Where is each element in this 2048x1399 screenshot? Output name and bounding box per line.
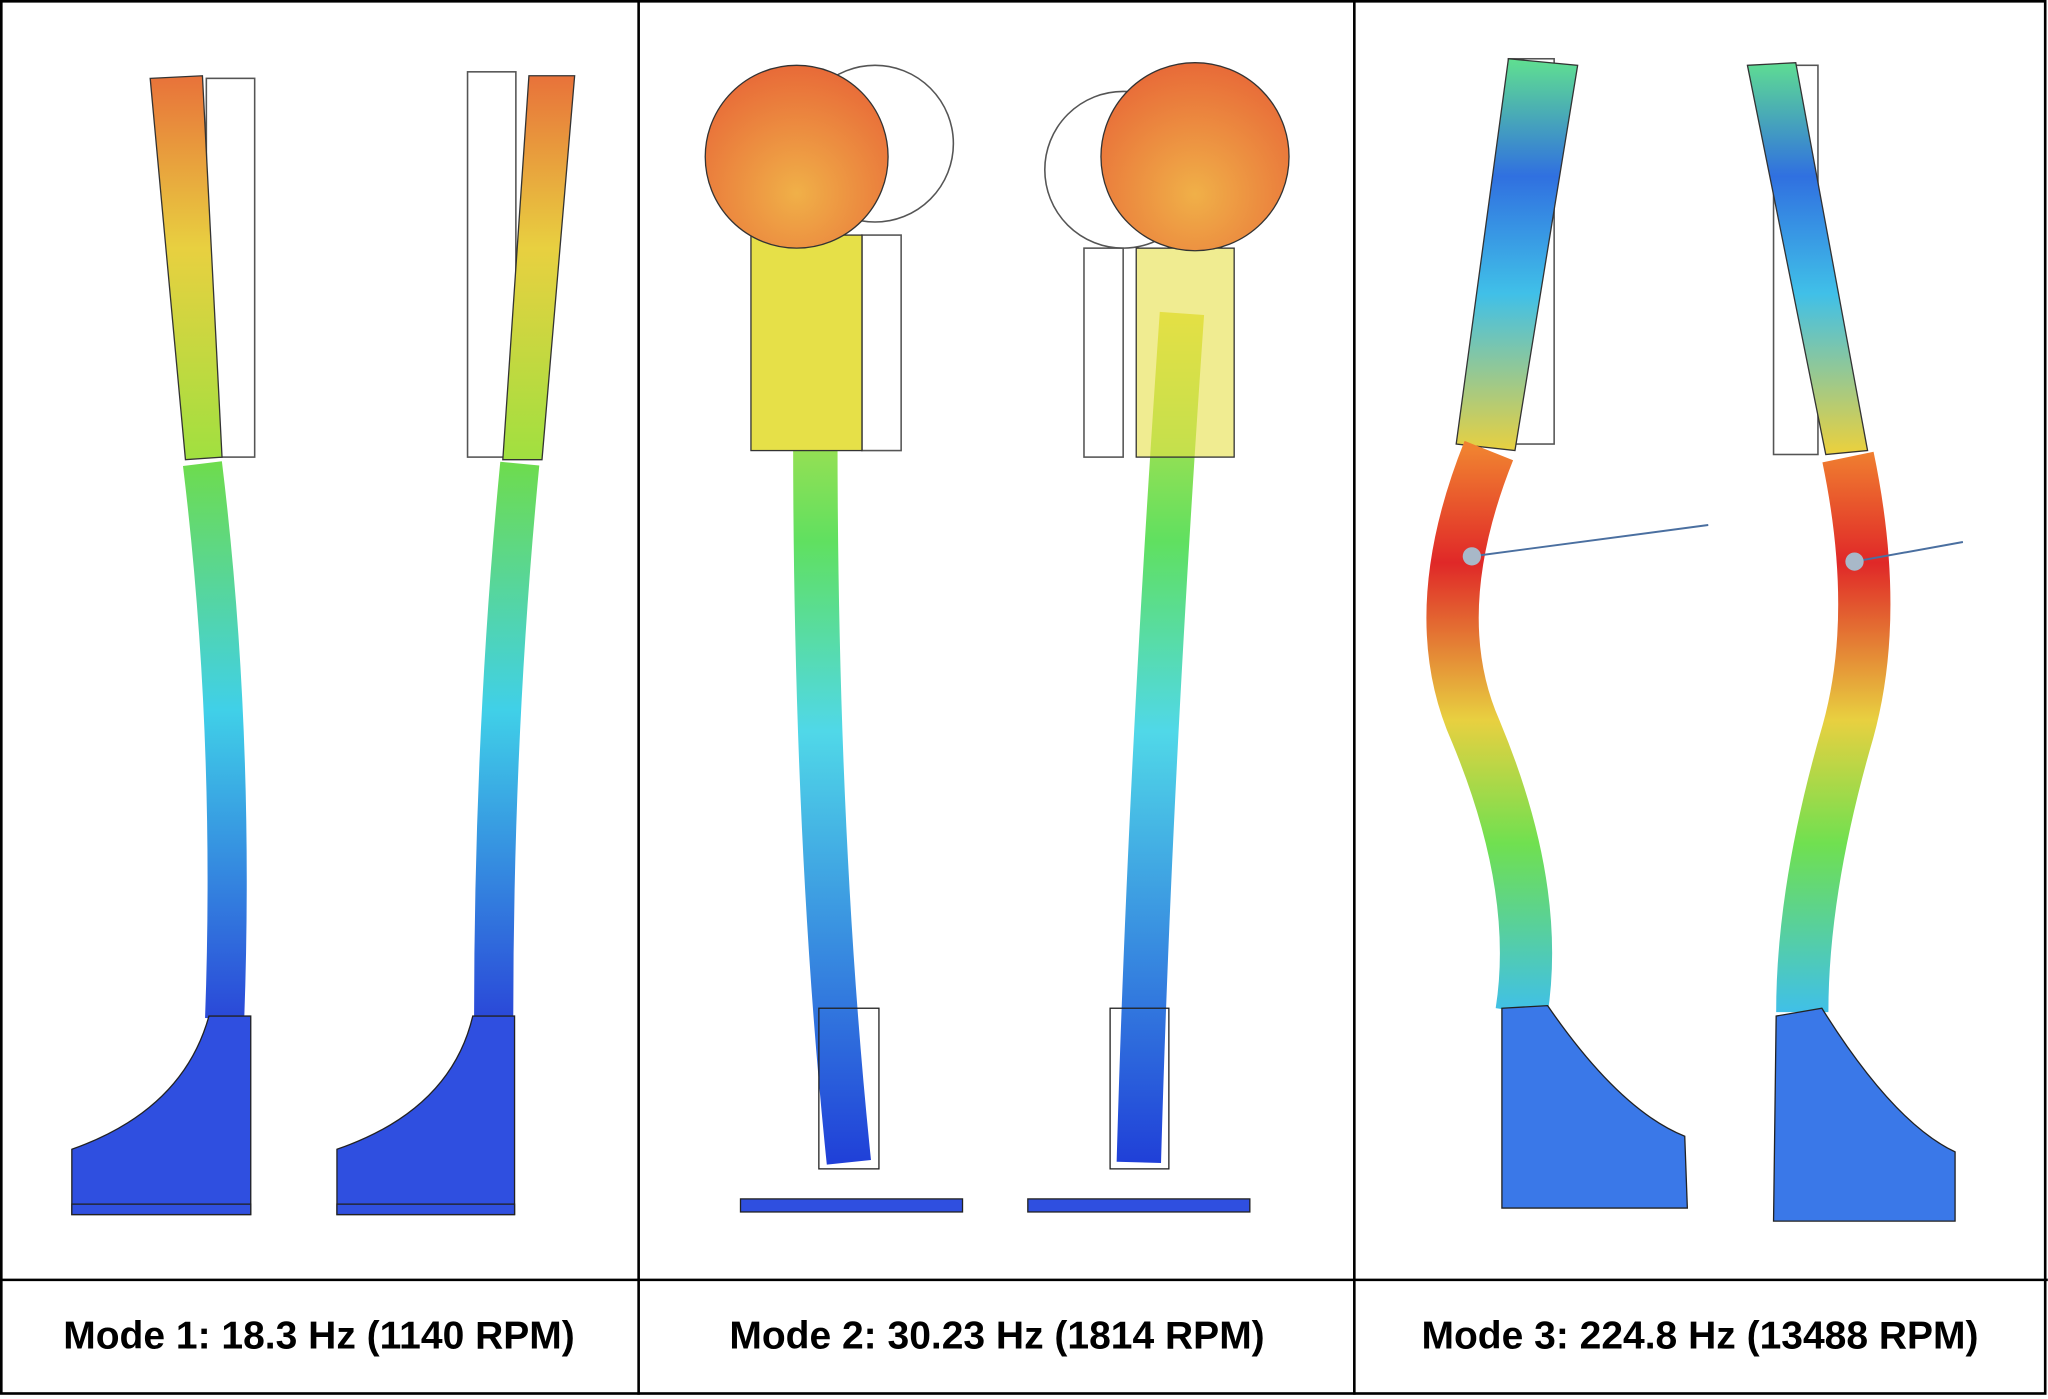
shape (149, 75, 223, 461)
shape (861, 234, 902, 452)
shape (1455, 58, 1579, 452)
shape (1027, 1198, 1251, 1213)
shape (704, 64, 889, 249)
shape (336, 1015, 516, 1216)
shape (1854, 541, 1964, 563)
shape (1083, 247, 1124, 458)
shape (1100, 62, 1290, 252)
shape (1109, 1007, 1170, 1170)
shape (1746, 62, 1869, 456)
shape (818, 1007, 880, 1170)
shape (1462, 547, 1482, 566)
shape (182, 461, 247, 1020)
shape (71, 1015, 252, 1216)
shape (750, 234, 863, 452)
shape (71, 1203, 252, 1216)
shape (336, 1203, 516, 1216)
mode-3-illustration (1426, 57, 1964, 1222)
shape (1135, 247, 1235, 458)
caption: Mode 2: 30.23 Hz (1814 RPM) (729, 1314, 1264, 1357)
shape (474, 461, 540, 1019)
caption: Mode 3: 224.8 Hz (13488 RPM) (1421, 1314, 1978, 1357)
shape (1772, 1007, 1956, 1222)
shape (1426, 440, 1553, 1017)
shape (502, 75, 576, 461)
shape (1845, 552, 1864, 571)
shape (1501, 1004, 1689, 1209)
caption: Mode 1: 18.3 Hz (1140 RPM) (63, 1314, 575, 1357)
shape (739, 1198, 964, 1213)
shape (1776, 451, 1891, 1013)
shape (1471, 524, 1709, 558)
mode-1-illustration (71, 71, 576, 1216)
mode-2-illustration (704, 62, 1290, 1213)
